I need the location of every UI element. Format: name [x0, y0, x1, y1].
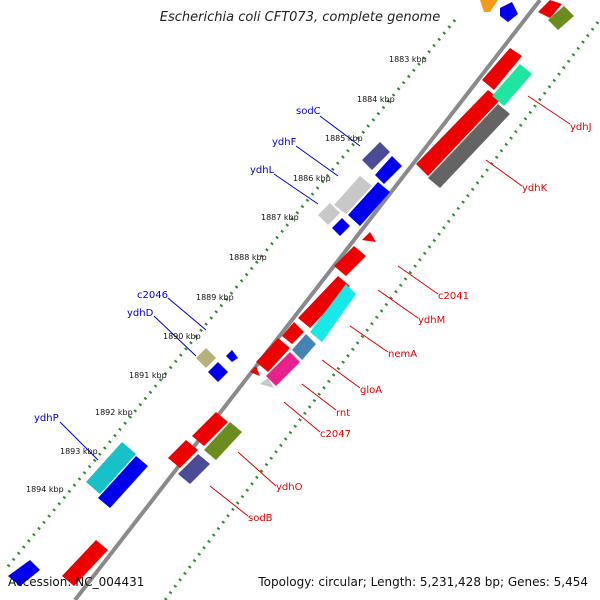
tick-label: 1884 kbp — [357, 95, 395, 104]
line-ydhP — [59, 421, 99, 461]
gene-cyan[interactable] — [310, 284, 356, 342]
line-ydhD — [153, 315, 197, 357]
line-ydhM — [377, 289, 419, 319]
gene-blue-top[interactable] — [500, 2, 518, 22]
map-title: Escherichia coli CFT073, complete genome — [159, 10, 441, 25]
gene-label-sodB[interactable]: sodB — [248, 513, 273, 524]
gene-sodB[interactable] — [168, 440, 198, 468]
gene-ydhL[interactable] — [318, 203, 340, 225]
line-gloA — [321, 359, 361, 389]
gene-c2041[interactable] — [362, 232, 376, 242]
gene-ydhP[interactable] — [86, 442, 136, 494]
gene-red-3[interactable] — [256, 338, 290, 372]
gene-label-ydhM[interactable]: ydhM — [418, 315, 445, 326]
tick-label: 1888 kbp — [229, 253, 267, 262]
tick-label: 1893 kbp — [60, 447, 98, 456]
inner-tick-track — [163, 21, 600, 600]
gene-label-ydhO[interactable]: ydhO — [276, 482, 303, 493]
line-ydhF — [295, 145, 339, 177]
gene-ydhO[interactable] — [192, 412, 228, 446]
topology-text: Topology: circular; Length: 5,231,428 bp… — [258, 575, 588, 589]
gene-blue-1[interactable] — [375, 156, 402, 184]
gene-c2046[interactable] — [196, 348, 216, 368]
genome-backbone — [73, 0, 542, 600]
gene-sodC[interactable] — [362, 142, 390, 170]
gene-red-2[interactable] — [482, 48, 522, 90]
gene-label-gloA[interactable]: gloA — [360, 385, 382, 396]
accession-text: Accession: NC_004431 — [8, 575, 145, 589]
gene-ydhJ[interactable] — [416, 90, 500, 176]
gene-blue-3[interactable] — [332, 218, 350, 236]
gene-label-ydhL[interactable]: ydhL — [250, 165, 275, 176]
line-c2047 — [283, 401, 321, 433]
line-ydhJ — [527, 95, 571, 125]
tick-label: 1886 kbp — [293, 174, 331, 183]
tick-label: 1887 kbp — [261, 213, 299, 222]
gene-small-grey[interactable] — [260, 378, 274, 388]
gene-rnt[interactable] — [292, 334, 316, 360]
gene-olive[interactable] — [204, 422, 242, 460]
gene-label-c2046[interactable]: c2046 — [137, 290, 168, 301]
tick-label: 1883 kbp — [389, 55, 427, 64]
tick-label: 1889 kbp — [196, 293, 234, 302]
gene-label-ydhJ[interactable]: ydhJ — [570, 122, 592, 133]
gene-blue-2[interactable] — [348, 182, 390, 226]
gene-red-bottom[interactable] — [62, 540, 108, 586]
gene-sodB-purple[interactable] — [178, 454, 210, 484]
gene-label-ydhK[interactable]: ydhK — [522, 183, 548, 194]
gene-label-nemA[interactable]: nemA — [388, 349, 417, 360]
tick-label: 1885 kbp — [325, 134, 363, 143]
tick-label: 1892 kbp — [95, 408, 133, 417]
gene-ydhM[interactable] — [334, 246, 366, 276]
line-sodC — [319, 115, 361, 147]
gene-gloA[interactable] — [282, 322, 304, 344]
gene-label-ydhD[interactable]: ydhD — [127, 308, 154, 319]
line-c2041 — [397, 265, 439, 295]
gene-blue-5[interactable] — [98, 456, 148, 508]
gene-small-red[interactable] — [250, 366, 260, 376]
line-c2046 — [167, 297, 207, 331]
gene-label-sodC[interactable]: sodC — [296, 106, 321, 117]
gene-label-ydhF[interactable]: ydhF — [272, 137, 297, 148]
gene-red-top[interactable] — [538, 0, 562, 18]
line-sodB — [209, 485, 249, 517]
outer-tick-track — [3, 19, 457, 571]
gene-label-c2047[interactable]: c2047 — [320, 429, 351, 440]
gene-ydhD[interactable] — [208, 362, 228, 382]
gene-olive-top[interactable] — [548, 6, 574, 30]
gene-blue-bottom[interactable] — [8, 560, 40, 586]
line-ydhL — [273, 173, 319, 205]
line-ydhO — [237, 451, 277, 487]
gene-label-rnt[interactable]: rnt — [336, 408, 350, 419]
line-nemA — [349, 325, 389, 353]
gene-label-ydhP[interactable]: ydhP — [34, 413, 59, 424]
gene-orange[interactable] — [480, 0, 498, 12]
tick-label: 1891 kbp — [129, 371, 167, 380]
gene-nemA[interactable] — [298, 276, 350, 328]
gene-ydhF[interactable] — [334, 176, 372, 214]
gene-ydhK[interactable] — [428, 104, 510, 188]
gene-ydhK-green[interactable] — [492, 64, 532, 106]
gene-label-c2041[interactable]: c2041 — [438, 291, 469, 302]
tick-label: 1894 kbp — [26, 485, 64, 494]
tick-label: 1890 kbp — [163, 332, 201, 341]
line-rnt — [301, 383, 337, 411]
line-ydhK — [485, 159, 523, 187]
gene-blue-4[interactable] — [226, 350, 238, 362]
gene-c2047[interactable] — [266, 352, 300, 386]
